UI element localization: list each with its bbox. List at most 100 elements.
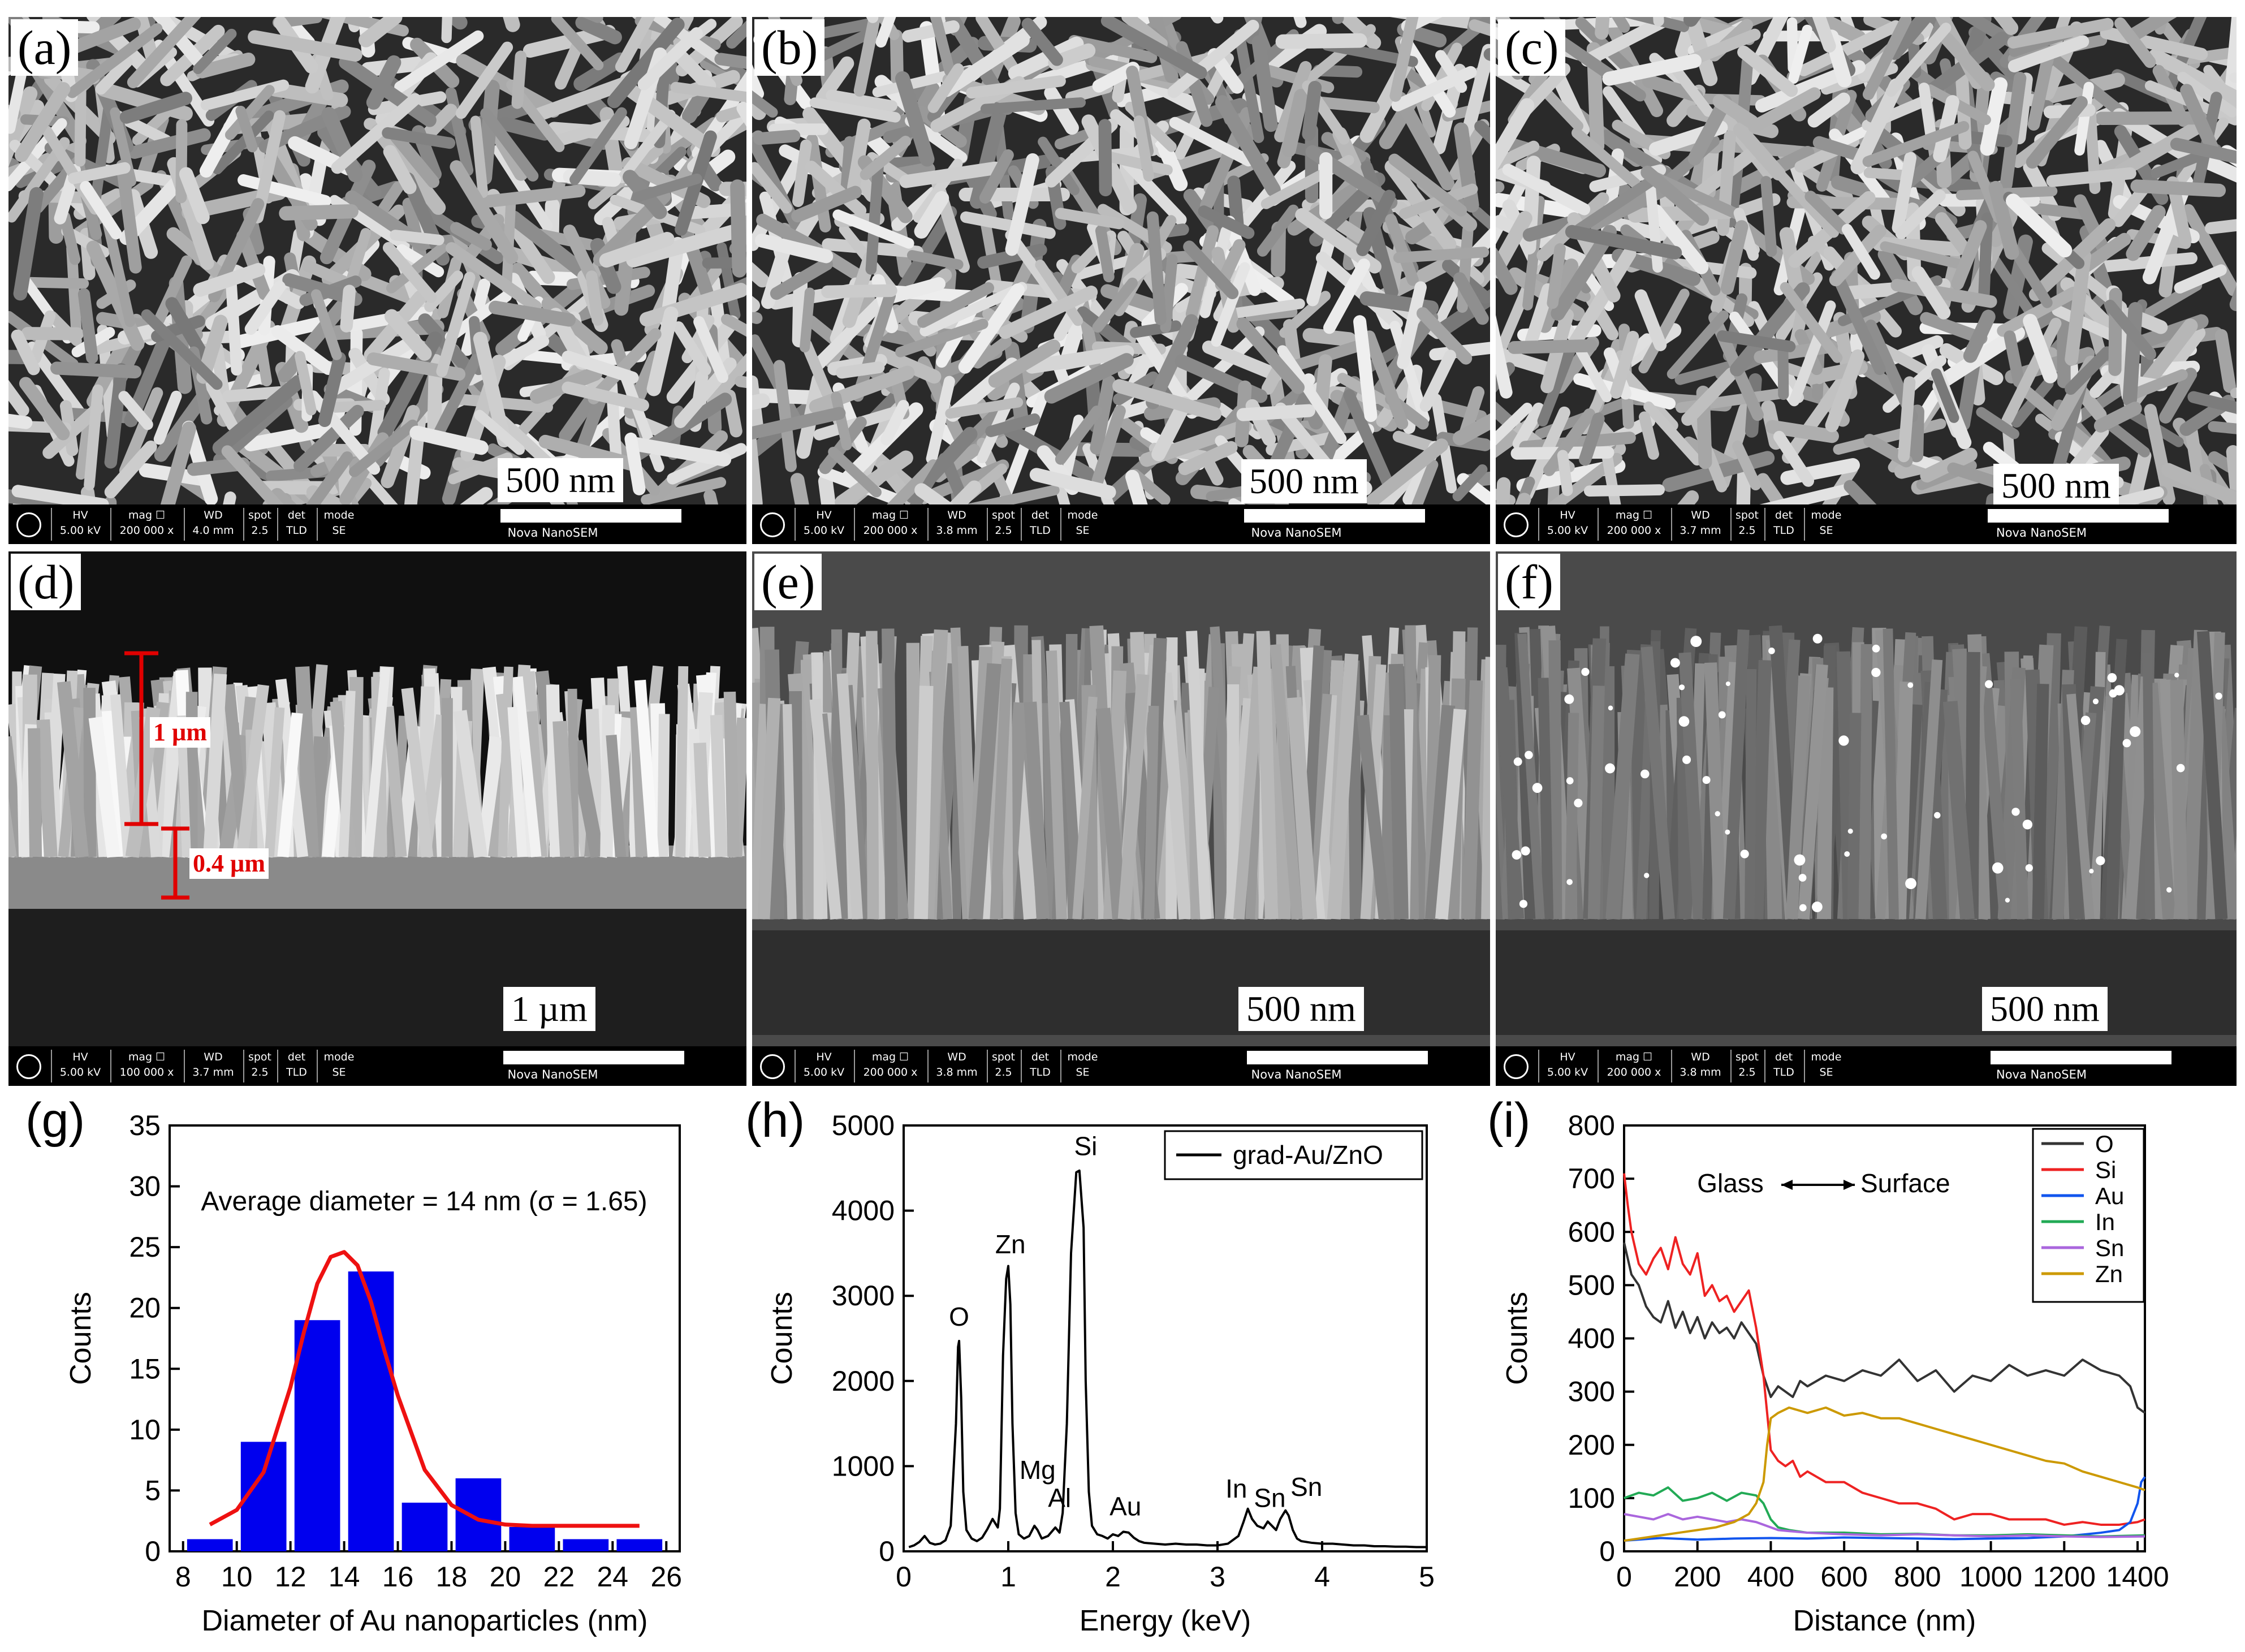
peak-label-Sn: Sn bbox=[1254, 1483, 1285, 1513]
peak-label-Mg: Mg bbox=[1020, 1455, 1056, 1485]
y-axis-label: Counts bbox=[766, 1292, 798, 1385]
y-tick-label: 4000 bbox=[832, 1195, 895, 1227]
y-tick-label: 500 bbox=[1568, 1269, 1615, 1301]
x-tick-label: 8 bbox=[175, 1561, 191, 1593]
x-tick-label: 22 bbox=[543, 1561, 575, 1593]
y-tick-label: 700 bbox=[1568, 1163, 1615, 1194]
x-tick-label: 3 bbox=[1210, 1561, 1225, 1593]
sem-panel-e: (e) 500 nm HV 5.00 kV mag ☐ 200 000 x WD 3.8 mm… bbox=[752, 551, 1490, 1086]
scale-bar bbox=[1991, 1051, 2171, 1064]
scale-bar bbox=[1247, 1051, 1428, 1064]
info-wd: WD 3.7 mm bbox=[184, 1050, 241, 1082]
instrument-name: Nova NanoSEM bbox=[507, 1068, 598, 1081]
info-wd: WD 3.8 mm bbox=[927, 1050, 985, 1082]
legend-entry-Au: Au bbox=[2095, 1183, 2124, 1209]
peak-label-Zn: Zn bbox=[995, 1230, 1026, 1259]
scale-bar bbox=[1988, 509, 2169, 523]
y-tick-label: 300 bbox=[1568, 1376, 1615, 1408]
sem-panel-d: (d) 1 µm 1 µm 0.4 µm HV 5.00 kV mag ☐ 100 000 x… bbox=[8, 551, 746, 1086]
gaussian-fit-line bbox=[209, 1250, 640, 1528]
info-spot: spot 2.5 bbox=[243, 508, 275, 541]
y-tick-label: 1000 bbox=[832, 1450, 895, 1482]
info-hv: HV 5.00 kV bbox=[795, 1050, 852, 1082]
plot-frame bbox=[903, 1124, 1428, 1552]
instrument-name: Nova NanoSEM bbox=[507, 526, 598, 540]
x-axis-label: Energy (keV) bbox=[1080, 1604, 1251, 1637]
sem-panel-f: (f) 500 nm HV 5.00 kV mag ☐ 200 000 x WD 3.8 mm… bbox=[1496, 551, 2237, 1086]
peak-label-Au: Au bbox=[1109, 1492, 1141, 1521]
info-mode: mode SE bbox=[1060, 508, 1104, 541]
x-tick-label: 12 bbox=[275, 1561, 306, 1593]
scale-bar bbox=[503, 1051, 684, 1064]
info-wd: WD 4.0 mm bbox=[184, 508, 241, 541]
peak-label-Si: Si bbox=[1074, 1132, 1097, 1161]
legend-entry-O: O bbox=[2095, 1131, 2114, 1157]
histogram-bar bbox=[294, 1320, 340, 1551]
panel-label-h: (h) bbox=[745, 1093, 805, 1148]
y-tick-label: 10 bbox=[129, 1414, 161, 1446]
fei-logo-icon bbox=[760, 1054, 785, 1079]
info-det: det TLD bbox=[1764, 508, 1802, 541]
annotation-glass: Glass bbox=[1697, 1168, 1764, 1198]
sem-panel-b: (b) 500 nm HV 5.00 kV mag ☐ 200 000 x WD 3.8 mm… bbox=[752, 17, 1490, 544]
instrument-name: Nova NanoSEM bbox=[1251, 1068, 1342, 1081]
peak-label-In: In bbox=[1225, 1474, 1247, 1503]
info-mode: mode SE bbox=[317, 508, 360, 541]
info-hv: HV 5.00 kV bbox=[51, 1050, 109, 1082]
arrow-head-right bbox=[1844, 1180, 1855, 1190]
peak-label-O: O bbox=[949, 1302, 969, 1331]
panel-label-e: (e) bbox=[754, 554, 822, 610]
histogram-bar bbox=[455, 1478, 502, 1551]
y-tick-label: 25 bbox=[129, 1231, 161, 1263]
scale-bar-label: 500 nm bbox=[498, 458, 623, 502]
info-wd: WD 3.8 mm bbox=[927, 508, 985, 541]
scale-bar-label: 500 nm bbox=[1982, 987, 2108, 1031]
histogram-bar bbox=[616, 1539, 663, 1551]
series-line-Sn bbox=[1624, 1513, 2145, 1538]
x-tick-label: 20 bbox=[490, 1561, 521, 1593]
info-spot: spot 2.5 bbox=[1730, 508, 1763, 541]
y-tick-label: 800 bbox=[1568, 1110, 1615, 1141]
fei-logo-icon bbox=[16, 512, 41, 537]
histogram-bar bbox=[509, 1526, 555, 1551]
info-mag: mag ☐ 200 000 x bbox=[1598, 508, 1669, 541]
panel-label-i: (i) bbox=[1487, 1093, 1530, 1148]
histogram-bar bbox=[187, 1539, 233, 1551]
info-det: det TLD bbox=[1021, 1050, 1059, 1082]
fei-logo-icon bbox=[16, 1054, 41, 1079]
y-tick-label: 200 bbox=[1568, 1429, 1615, 1461]
x-tick-label: 2 bbox=[1105, 1561, 1121, 1593]
sem-panel-a: (a) 500 nm HV 5.00 kV mag ☐ 200 000 x WD 4.0 mm… bbox=[8, 17, 746, 544]
x-tick-label: 800 bbox=[1894, 1561, 1941, 1593]
panel-label-g: (g) bbox=[25, 1093, 85, 1148]
x-tick-label: 1 bbox=[1000, 1561, 1016, 1593]
average-diameter-annotation: Average diameter = 14 nm (σ = 1.65) bbox=[201, 1187, 647, 1217]
info-wd: WD 3.8 mm bbox=[1671, 1050, 1729, 1082]
histogram-chart-g: 8 10 12 14 16 18 20 22 24 26 0 5 10 15 20 25 30 35 Diamete… bbox=[25, 1093, 682, 1637]
y-tick-label: 0 bbox=[145, 1535, 161, 1567]
y-axis-label: Counts bbox=[1501, 1292, 1534, 1385]
histogram-bar bbox=[563, 1539, 609, 1551]
info-mode: mode SE bbox=[1804, 508, 1847, 541]
series-line-O bbox=[1623, 1242, 2146, 1414]
spectrum-line bbox=[908, 1169, 1427, 1549]
fei-logo-icon bbox=[1504, 1054, 1529, 1079]
scale-bar-label: 1 µm bbox=[503, 987, 595, 1031]
info-hv: HV 5.00 kV bbox=[1538, 1050, 1596, 1082]
info-spot: spot 2.5 bbox=[987, 1050, 1019, 1082]
scale-bar-label: 500 nm bbox=[1238, 987, 1364, 1031]
info-hv: HV 5.00 kV bbox=[1538, 508, 1596, 541]
sem-panel-c: (c) 500 nm HV 5.00 kV mag ☐ 200 000 x WD 3.7 mm… bbox=[1496, 17, 2237, 544]
series-line-Au bbox=[1624, 1476, 2146, 1542]
legend-entry-Zn: Zn bbox=[2095, 1261, 2123, 1287]
y-tick-label: 30 bbox=[129, 1171, 161, 1202]
info-mag: mag ☐ 100 000 x bbox=[110, 1050, 182, 1082]
x-tick-label: 1200 bbox=[2033, 1561, 2096, 1593]
panel-label-d: (d) bbox=[11, 554, 81, 610]
info-mag: mag ☐ 200 000 x bbox=[1598, 1050, 1669, 1082]
histogram-bar bbox=[348, 1271, 394, 1551]
legend-entry-Sn: Sn bbox=[2095, 1235, 2124, 1261]
info-hv: HV 5.00 kV bbox=[51, 508, 109, 541]
info-mode: mode SE bbox=[317, 1050, 360, 1082]
eds-spectrum-chart-h: 0 1 2 3 4 5 0 1000 2000 3000 4000 5000 Energy (keV) C… bbox=[745, 1093, 1435, 1637]
